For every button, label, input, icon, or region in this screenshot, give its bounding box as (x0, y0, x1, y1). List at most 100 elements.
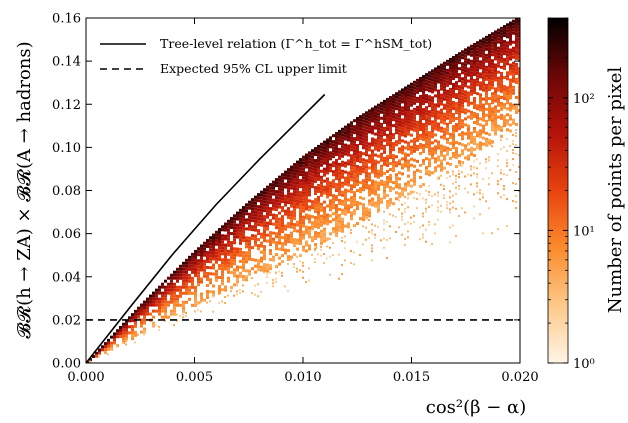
density-pixel (350, 130, 353, 134)
density-pixel (365, 165, 368, 169)
density-pixel (512, 76, 515, 80)
density-pixel (245, 260, 248, 264)
density-pixel (518, 34, 520, 38)
density-pixel (455, 180, 457, 183)
density-pixel (206, 289, 209, 293)
density-pixel (479, 132, 482, 136)
density-pixel (443, 133, 446, 137)
density-pixel (290, 258, 292, 261)
density-pixel (431, 81, 434, 85)
density-pixel (344, 176, 347, 180)
density-pixel (371, 131, 374, 135)
density-pixel (362, 125, 365, 129)
density-pixel (380, 200, 383, 204)
density-pixel (386, 133, 389, 137)
density-pixel (251, 237, 254, 241)
density-pixel (251, 219, 254, 223)
density-pixel (173, 300, 176, 304)
density-pixel (344, 143, 347, 147)
density-pixel (458, 52, 461, 56)
density-pixel (398, 195, 401, 199)
density-pixel (416, 192, 418, 195)
density-pixel (125, 328, 128, 332)
density-pixel (503, 106, 506, 110)
density-pixel (458, 170, 460, 173)
density-pixel (413, 190, 415, 193)
density-pixel (485, 41, 488, 45)
density-pixel (470, 59, 473, 63)
density-pixel (488, 64, 491, 68)
density-pixel (98, 348, 101, 352)
density-pixel (410, 88, 413, 92)
density-pixel (377, 169, 380, 173)
density-pixel (395, 140, 398, 144)
density-pixel (452, 61, 455, 65)
density-pixel (218, 292, 220, 295)
density-pixel (302, 200, 305, 204)
density-pixel (215, 251, 218, 255)
density-pixel (503, 115, 506, 119)
density-pixel (422, 87, 425, 91)
density-pixel (359, 121, 362, 125)
density-pixel (518, 85, 520, 89)
density-pixel (407, 108, 410, 112)
density-pixel (512, 88, 515, 92)
density-pixel (305, 240, 308, 244)
density-pixel (494, 39, 497, 43)
density-pixel (461, 131, 464, 135)
density-pixel (290, 183, 293, 187)
density-pixel (269, 201, 272, 205)
density-pixel (506, 50, 509, 54)
density-pixel (413, 196, 415, 199)
density-pixel (380, 125, 383, 129)
density-pixel (491, 47, 494, 51)
density-pixel (482, 136, 485, 140)
density-pixel (413, 98, 416, 102)
density-pixel (425, 166, 428, 170)
density-pixel (320, 169, 323, 173)
density-pixel (134, 324, 137, 328)
density-pixel (227, 279, 230, 283)
density-pixel (344, 235, 346, 238)
density-pixel (200, 262, 203, 266)
density-pixel (152, 294, 155, 298)
density-pixel (317, 204, 320, 208)
density-pixel (431, 153, 434, 157)
density-pixel (461, 134, 464, 138)
density-pixel (470, 146, 473, 150)
density-pixel (341, 223, 344, 227)
density-pixel (236, 293, 238, 296)
density-pixel (263, 230, 266, 234)
density-pixel (284, 170, 287, 174)
density-pixel (452, 170, 454, 173)
density-pixel (290, 186, 293, 190)
density-pixel (242, 230, 245, 234)
density-pixel (464, 63, 467, 67)
density-pixel (320, 208, 323, 212)
density-pixel (329, 169, 332, 173)
density-pixel (125, 340, 127, 343)
density-pixel (485, 167, 487, 170)
density-pixel (488, 106, 491, 110)
density-pixel (167, 288, 170, 292)
density-pixel (335, 231, 338, 235)
density-pixel (275, 178, 278, 182)
density-pixel (218, 249, 221, 253)
density-pixel (434, 133, 437, 137)
density-pixel (455, 177, 457, 180)
y-tick-label: 0.02 (52, 313, 81, 328)
density-pixel (119, 334, 122, 338)
density-pixel (344, 212, 347, 216)
density-pixel (227, 228, 230, 232)
density-pixel (197, 268, 200, 272)
density-pixel (395, 122, 398, 126)
density-pixel (470, 131, 473, 135)
density-pixel (347, 159, 350, 163)
density-pixel (491, 77, 494, 81)
density-pixel (266, 221, 269, 225)
density-pixel (278, 178, 281, 182)
density-pixel (386, 112, 389, 116)
density-pixel (299, 203, 302, 207)
density-pixel (278, 223, 281, 227)
density-pixel (344, 200, 347, 204)
